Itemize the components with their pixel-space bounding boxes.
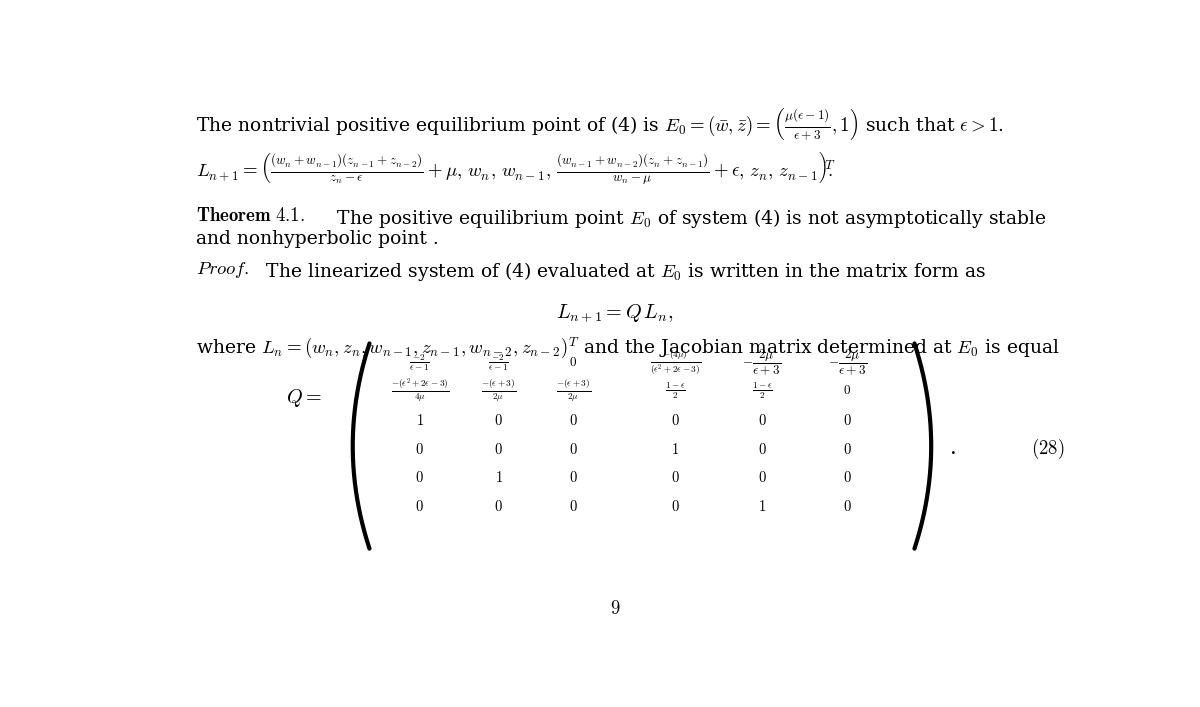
Text: $\frac{-(\epsilon^2+2\epsilon-3)}{4\mu}$: $\frac{-(\epsilon^2+2\epsilon-3)}{4\mu}$ (390, 377, 449, 405)
Text: $L_{n+1} = Q\, L_n,$: $L_{n+1} = Q\, L_n,$ (557, 303, 673, 324)
Text: $1$: $1$ (672, 442, 679, 457)
Text: $Q = $: $Q = $ (286, 387, 322, 409)
Text: $\frac{-2}{\epsilon-1}$: $\frac{-2}{\epsilon-1}$ (409, 352, 430, 373)
Text: $0$: $0$ (494, 442, 503, 457)
Text: $0$: $0$ (569, 498, 577, 514)
Text: $0$: $0$ (569, 442, 577, 457)
Text: $\frac{-2}{\epsilon-1}$: $\frac{-2}{\epsilon-1}$ (488, 352, 509, 373)
Text: $\frac{1-\epsilon}{2}$: $\frac{1-\epsilon}{2}$ (665, 380, 686, 401)
Text: The linearized system of (4) evaluated at $E_0$ is written in the matrix form as: The linearized system of (4) evaluated a… (259, 260, 985, 283)
Text: $1$: $1$ (415, 413, 424, 428)
Text: $0$: $0$ (844, 413, 852, 428)
Text: $\mathbf{Theorem\ 4.1.}$: $\mathbf{Theorem\ 4.1.}$ (197, 207, 306, 226)
Text: $0$: $0$ (844, 385, 852, 397)
Text: $1$: $1$ (758, 498, 766, 514)
Text: $0$: $0$ (415, 470, 424, 486)
Text: $-\dfrac{2\mu}{\epsilon+3}$: $-\dfrac{2\mu}{\epsilon+3}$ (828, 348, 868, 378)
Text: $0$: $0$ (757, 413, 767, 428)
Text: $0$: $0$ (844, 498, 852, 514)
Text: $0$: $0$ (494, 498, 503, 514)
Text: where $L_n = (w_n, z_n, w_{n-1}, z_{n-1}, w_{n-2}, z_{n-2})^T$ and the Jacobian : where $L_n = (w_n, z_n, w_{n-1}, z_{n-1}… (197, 335, 1061, 360)
Text: $0$: $0$ (569, 470, 577, 486)
Text: $1$: $1$ (494, 470, 503, 486)
Text: $-\dfrac{2\mu}{\epsilon+3}$: $-\dfrac{2\mu}{\epsilon+3}$ (743, 348, 781, 378)
Text: $\frac{-(4\mu)}{(\epsilon^2+2\epsilon-3)}$: $\frac{-(4\mu)}{(\epsilon^2+2\epsilon-3)… (650, 349, 701, 376)
Text: $0$: $0$ (844, 470, 852, 486)
Text: $(28)$: $(28)$ (1031, 436, 1064, 460)
Text: .: . (950, 438, 956, 460)
Text: $0$: $0$ (757, 470, 767, 486)
Text: $\frac{-(\epsilon+3)}{2\mu}$: $\frac{-(\epsilon+3)}{2\mu}$ (481, 378, 516, 404)
Text: $0$: $0$ (569, 356, 577, 369)
Text: $0$: $0$ (415, 442, 424, 457)
Text: $\mathit{Proof.}$: $\mathit{Proof.}$ (197, 260, 250, 280)
Text: and nonhyperbolic point .: and nonhyperbolic point . (197, 230, 439, 248)
Text: $L_{n+1} = \left(\frac{(w_n + w_{n-1})(z_{n-1} + z_{n-2})}{z_n - \epsilon} + \mu: $L_{n+1} = \left(\frac{(w_n + w_{n-1})(z… (197, 150, 836, 187)
Text: $0$: $0$ (757, 442, 767, 457)
Text: $0$: $0$ (671, 498, 680, 514)
Text: $0$: $0$ (671, 470, 680, 486)
Text: $\frac{1-\epsilon}{2}$: $\frac{1-\epsilon}{2}$ (751, 380, 773, 401)
Text: $0$: $0$ (415, 498, 424, 514)
Text: The nontrivial positive equilibrium point of (4) is $E_0 = (\bar{w}, \bar{z}) = : The nontrivial positive equilibrium poin… (197, 107, 1004, 143)
Text: $0$: $0$ (844, 442, 852, 457)
Text: $\frac{-(\epsilon+3)}{2\mu}$: $\frac{-(\epsilon+3)}{2\mu}$ (556, 378, 590, 404)
Text: $0$: $0$ (671, 413, 680, 428)
Text: The positive equilibrium point $E_0$ of system (4) is not asymptotically stable: The positive equilibrium point $E_0$ of … (331, 207, 1046, 230)
Text: $0$: $0$ (569, 413, 577, 428)
Text: $9$: $9$ (610, 600, 620, 617)
Text: $0$: $0$ (494, 413, 503, 428)
